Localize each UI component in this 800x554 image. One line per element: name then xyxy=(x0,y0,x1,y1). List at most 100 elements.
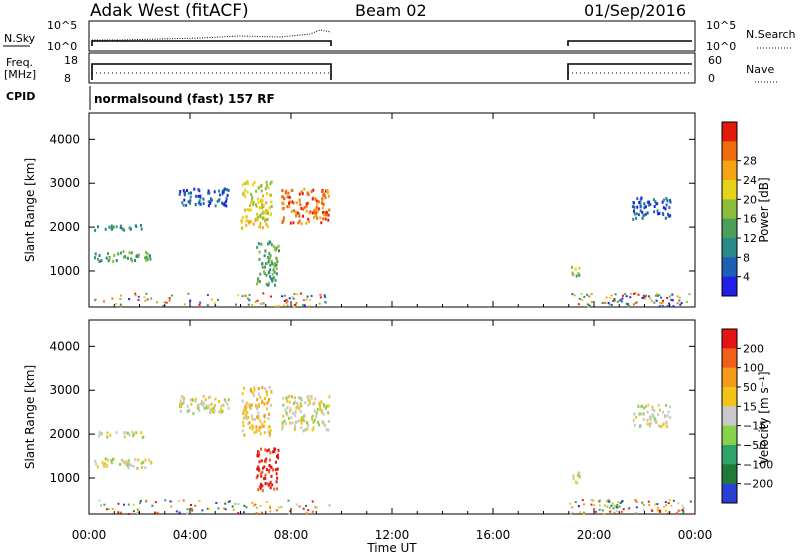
echo-cell xyxy=(98,499,101,502)
echo-cell xyxy=(186,512,188,515)
echo-cell xyxy=(672,499,675,502)
echo-cell xyxy=(294,396,296,400)
echo-cell xyxy=(326,189,329,192)
echo-cell xyxy=(268,412,271,416)
echo-cell xyxy=(282,304,285,307)
echo-cell xyxy=(613,298,616,300)
nave-label: Nave xyxy=(746,63,774,76)
echo-cell xyxy=(210,407,213,411)
echo-cell xyxy=(117,511,120,514)
freq-tick-top: 18 xyxy=(64,54,78,67)
echo-cell xyxy=(112,458,114,462)
echo-cell xyxy=(251,424,254,428)
echo-cell xyxy=(111,297,114,300)
echo-cell xyxy=(217,507,220,510)
velocity-colorbar-swatch xyxy=(722,387,737,407)
echo-cell xyxy=(164,499,167,502)
echo-cell xyxy=(311,414,314,418)
echo-cell xyxy=(259,222,262,226)
echo-cell xyxy=(269,268,272,272)
echo-cell xyxy=(656,509,659,512)
echo-cell xyxy=(252,394,255,398)
echo-cell xyxy=(657,413,660,417)
echo-cell xyxy=(190,504,192,506)
freq-unit-label: [MHz] xyxy=(4,68,36,81)
echo-cell xyxy=(302,207,305,211)
velocity-echo-region xyxy=(179,394,230,416)
echo-cell xyxy=(581,499,584,502)
echo-cell xyxy=(258,225,261,229)
echo-cell xyxy=(123,431,126,435)
echo-cell xyxy=(284,422,287,426)
velocity-colorbar: 200 100 50 15 −15 −50 −100 −200 xyxy=(721,328,773,504)
echo-cell xyxy=(288,205,291,209)
echo-cell xyxy=(248,421,251,425)
echo-cell xyxy=(326,213,329,217)
echo-cell xyxy=(206,294,209,296)
echo-cell xyxy=(194,203,197,207)
echo-cell xyxy=(327,213,330,217)
echo-cell xyxy=(661,200,664,204)
echo-cell xyxy=(298,198,301,202)
echo-cell xyxy=(266,184,268,188)
echo-cell xyxy=(190,191,192,195)
echo-cell xyxy=(288,195,291,199)
echo-cell xyxy=(626,303,629,306)
echo-cell xyxy=(261,226,264,230)
echo-cell xyxy=(179,399,182,403)
echo-cell xyxy=(241,226,244,230)
echo-cell xyxy=(128,298,131,301)
echo-cell xyxy=(207,204,210,208)
echo-cell xyxy=(256,474,259,478)
echo-cell xyxy=(257,242,260,246)
echo-cell xyxy=(209,411,212,415)
echo-cell xyxy=(281,195,284,199)
echo-cell xyxy=(234,502,237,505)
power-echo-region xyxy=(256,240,280,287)
echo-cell xyxy=(259,272,262,276)
echo-cell xyxy=(258,280,261,284)
echo-cell xyxy=(665,420,668,424)
echo-cell xyxy=(117,252,120,256)
power-colorbar-tick-label: 20 xyxy=(743,193,757,206)
echo-cell xyxy=(606,500,609,503)
echo-cell xyxy=(282,396,285,400)
echo-cell xyxy=(270,200,273,204)
echo-cell xyxy=(664,207,667,211)
echo-cell xyxy=(289,421,292,425)
echo-cell xyxy=(295,301,298,304)
echo-cell xyxy=(244,208,246,212)
echo-cell xyxy=(117,502,120,505)
echo-cell xyxy=(197,406,200,410)
echo-cell xyxy=(243,504,246,507)
echo-cell xyxy=(281,201,284,205)
echo-cell xyxy=(216,199,219,203)
power-colorbar-tick-label: 28 xyxy=(743,155,757,168)
echo-cell xyxy=(604,302,607,304)
echo-cell xyxy=(187,200,190,204)
power-echo-region xyxy=(240,180,273,230)
echo-cell xyxy=(134,294,137,297)
echo-cell xyxy=(644,297,647,300)
echo-cell xyxy=(202,394,205,398)
echo-cell xyxy=(265,282,268,286)
echo-cell xyxy=(113,253,116,257)
echo-cell xyxy=(315,205,318,209)
power-colorbar-swatch xyxy=(722,141,737,162)
echo-cell xyxy=(94,298,97,301)
echo-cell xyxy=(302,304,304,307)
echo-cell xyxy=(261,199,264,203)
echo-cell xyxy=(662,422,665,426)
echo-cell xyxy=(192,398,194,402)
echo-cell xyxy=(281,295,284,298)
echo-cell xyxy=(144,256,147,260)
echo-cell xyxy=(300,426,303,430)
echo-cell xyxy=(148,458,150,462)
echo-cell xyxy=(685,300,688,303)
echo-cell xyxy=(283,419,286,423)
echo-cell xyxy=(288,297,291,300)
echo-cell xyxy=(301,192,304,196)
echo-cell xyxy=(318,302,321,305)
echo-cell xyxy=(269,263,272,267)
power-y-tick-label: 1000 xyxy=(49,264,80,278)
